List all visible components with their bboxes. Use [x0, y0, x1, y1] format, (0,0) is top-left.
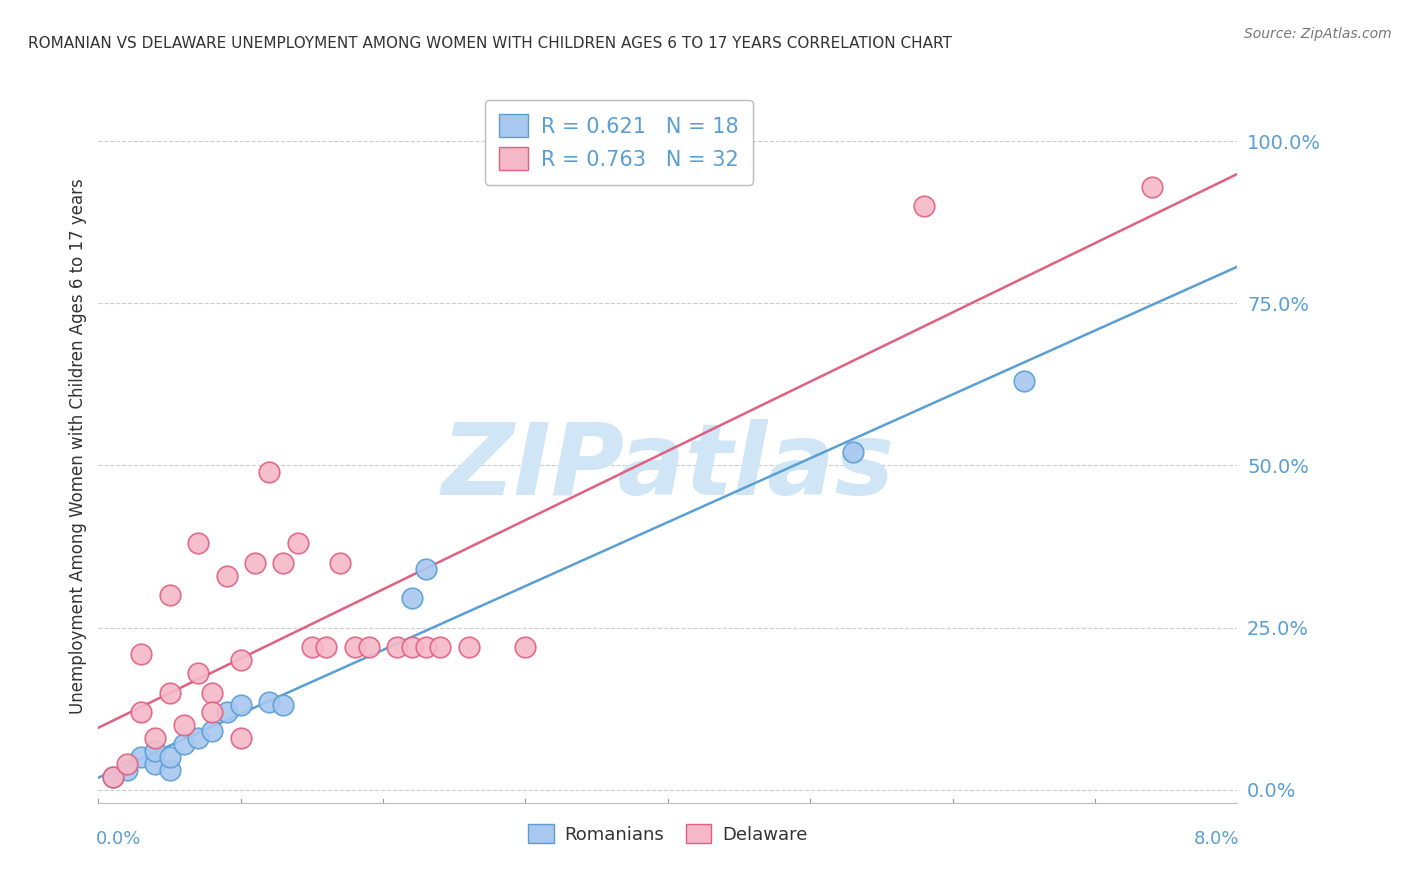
Point: [273, 556, 295, 570]
Point: [159, 685, 181, 699]
Point: [101, 770, 124, 784]
Point: [229, 653, 252, 667]
Y-axis label: Unemployment Among Women with Children Ages 6 to 17 years: Unemployment Among Women with Children A…: [69, 178, 87, 714]
Point: [1012, 374, 1035, 388]
Point: [401, 591, 423, 606]
Point: [273, 698, 295, 713]
Point: [173, 738, 195, 752]
Point: [129, 750, 152, 764]
Point: [145, 731, 167, 745]
Point: [115, 756, 138, 771]
Point: [215, 568, 238, 582]
Point: [187, 536, 209, 550]
Text: Source: ZipAtlas.com: Source: ZipAtlas.com: [1244, 27, 1392, 41]
Point: [287, 536, 309, 550]
Point: [145, 756, 167, 771]
Point: [457, 640, 479, 654]
Point: [259, 465, 281, 479]
Legend: Romanians, Delaware: Romanians, Delaware: [522, 816, 814, 851]
Point: [912, 199, 935, 213]
Point: [1140, 179, 1163, 194]
Point: [315, 640, 337, 654]
Point: [429, 640, 451, 654]
Point: [115, 764, 138, 778]
Point: [201, 724, 224, 739]
Text: 8.0%: 8.0%: [1194, 830, 1240, 848]
Point: [187, 731, 209, 745]
Point: [343, 640, 366, 654]
Point: [357, 640, 380, 654]
Point: [129, 705, 152, 719]
Point: [159, 750, 181, 764]
Point: [515, 640, 537, 654]
Point: [129, 647, 152, 661]
Point: [301, 640, 323, 654]
Text: 0.0%: 0.0%: [96, 830, 142, 848]
Point: [173, 718, 195, 732]
Text: ZIPatlas: ZIPatlas: [441, 419, 894, 516]
Point: [145, 744, 167, 758]
Point: [387, 640, 409, 654]
Point: [201, 705, 224, 719]
Point: [229, 731, 252, 745]
Text: ROMANIAN VS DELAWARE UNEMPLOYMENT AMONG WOMEN WITH CHILDREN AGES 6 TO 17 YEARS C: ROMANIAN VS DELAWARE UNEMPLOYMENT AMONG …: [28, 36, 952, 51]
Point: [842, 445, 865, 459]
Point: [243, 556, 266, 570]
Point: [159, 588, 181, 602]
Point: [159, 764, 181, 778]
Point: [401, 640, 423, 654]
Point: [229, 698, 252, 713]
Point: [259, 695, 281, 709]
Point: [329, 556, 352, 570]
Point: [415, 562, 437, 576]
Point: [201, 685, 224, 699]
Point: [415, 640, 437, 654]
Point: [101, 770, 124, 784]
Point: [187, 666, 209, 681]
Point: [215, 705, 238, 719]
